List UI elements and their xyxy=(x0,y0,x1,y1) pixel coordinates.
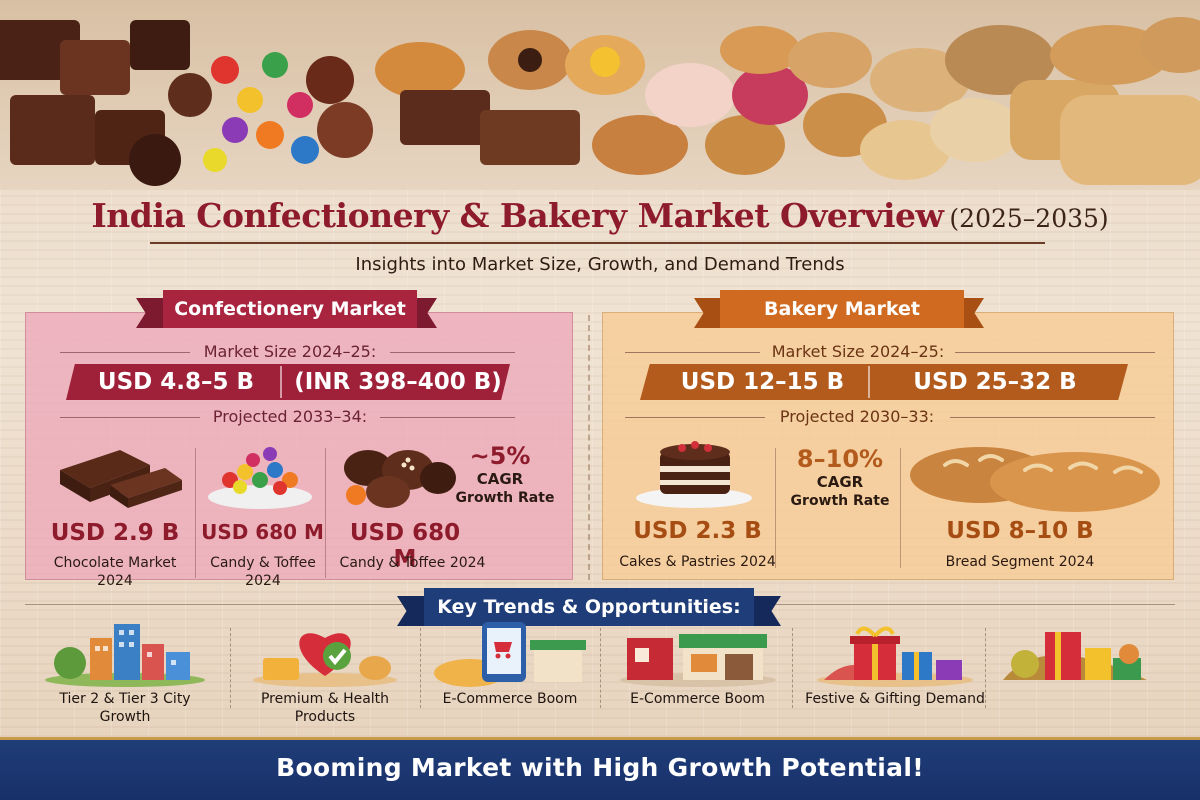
confectionery-panel xyxy=(25,312,573,580)
candy-bowl-icon xyxy=(208,447,312,509)
panel-divider xyxy=(588,315,590,580)
rule-line xyxy=(390,352,515,353)
rule-line xyxy=(950,417,1155,418)
candy-toffee-caption: Candy & Toffee 2024 xyxy=(198,554,328,590)
trend-separator xyxy=(420,628,421,708)
candy-toffee-2024-caption: Candy & Toffee 2024 xyxy=(330,554,495,572)
trend-separator xyxy=(792,628,793,708)
candies-icon xyxy=(203,52,373,172)
trend-separator xyxy=(600,628,601,708)
trend-label: Tier 2 & Tier 3 City Growth xyxy=(25,690,225,726)
trend-label-line: Festive & Gifting Demand xyxy=(805,691,985,707)
bar-split xyxy=(868,366,870,398)
page-subtitle: Insights into Market Size, Growth, and D… xyxy=(355,254,845,275)
confectionery-ribbon: Confectionery Market xyxy=(163,290,417,328)
candy-toffee-value: USD 680 M xyxy=(201,520,324,544)
trend-item: Festive & Gifting Demand xyxy=(795,618,995,733)
trend-separator xyxy=(230,628,231,708)
chocolate-market-value: USD 2.9 B xyxy=(50,520,180,546)
trend-item: E-Commerce Boom xyxy=(425,618,595,733)
segment-separator xyxy=(325,448,326,578)
footer-banner xyxy=(0,737,1200,800)
trend-label-line: Premium & Health xyxy=(260,691,390,707)
ecommerce-tablet-icon xyxy=(434,622,586,687)
bake-cagr-value: 8–10% xyxy=(796,445,884,473)
trend-label: E-Commerce Boom xyxy=(605,690,790,708)
food-banner-image xyxy=(0,0,1200,190)
trend-label: Premium & Health Products xyxy=(235,690,415,726)
trend-label-line: Products xyxy=(294,709,356,725)
pastries-icon xyxy=(375,26,887,175)
conf-market-size-bar: USD 4.8–5 B (INR 398–400 B) xyxy=(66,364,510,400)
trend-label-line: Growth xyxy=(99,709,151,725)
cakes-pastries-caption: Cakes & Pastries 2024 xyxy=(619,554,776,570)
trends-ribbon: Key Trends & Opportunities: xyxy=(424,588,754,626)
footer-tagline: Booming Market with High Growth Potentia… xyxy=(276,753,924,782)
truffles-icon xyxy=(344,450,456,508)
title-divider xyxy=(150,242,1045,244)
bread-segment-caption: Bread Segment 2024 xyxy=(945,554,1095,570)
conf-size-label: Market Size 2024–25: xyxy=(203,342,377,361)
storefront-icon xyxy=(619,634,776,687)
trend-item: Tier 2 & Tier 3 City Growth xyxy=(25,618,225,733)
sweets-and-breads-illustration xyxy=(0,17,1200,186)
segment-separator xyxy=(775,448,776,568)
bread-segment-value: USD 8–10 B xyxy=(946,518,1094,544)
conf-cagr-value: ~5% xyxy=(469,442,531,470)
gift-boxes-icon xyxy=(817,626,973,687)
caption-line: Candy & Toffee xyxy=(210,555,316,571)
rule-line xyxy=(625,352,760,353)
trend-label-line: Tier 2 & Tier 3 City xyxy=(59,691,191,707)
trend-label-line: E-Commerce Boom xyxy=(630,691,765,707)
rule-line xyxy=(625,417,765,418)
caption-line: Chocolate Market xyxy=(53,555,177,571)
conf-cagr-label: CAGR xyxy=(476,470,524,488)
bake-market-size-bar: USD 12–15 B USD 25–32 B xyxy=(640,364,1128,400)
bake-cagr-sublabel: Growth Rate xyxy=(790,493,890,509)
gift-hamper-icon xyxy=(1003,632,1147,680)
trend-item xyxy=(985,618,1165,733)
rule-line xyxy=(60,352,190,353)
bread-loaves-icon xyxy=(910,447,1160,512)
caption-line: 2024 xyxy=(245,573,281,589)
bake-cagr-label: CAGR xyxy=(816,473,864,491)
trend-item: E-Commerce Boom xyxy=(605,618,790,733)
segment-separator xyxy=(900,448,901,568)
trend-label-line: E-Commerce Boom xyxy=(442,691,578,707)
caption-line: Candy & Toffee 2024 xyxy=(339,555,486,571)
conf-cagr-sublabel: Growth Rate xyxy=(455,490,555,506)
trend-separator xyxy=(985,628,986,708)
breads-icon xyxy=(860,17,1200,185)
page-title: India Confectionery & Bakery Market Over… xyxy=(91,196,944,235)
trend-item: Premium & Health Products xyxy=(235,618,415,733)
candy-toffee-2024-value: USD 680 M xyxy=(349,520,461,572)
chocolate-market-caption: Chocolate Market 2024 xyxy=(40,554,190,590)
rule-line xyxy=(380,417,515,418)
title-block: India Confectionery & Bakery Market Over… xyxy=(0,196,1200,235)
trend-label: E-Commerce Boom xyxy=(425,690,595,708)
bake-size-label: Market Size 2024–25: xyxy=(771,342,945,361)
caption-line: 2024 xyxy=(97,573,133,589)
bar-split xyxy=(280,366,282,398)
cake-icon xyxy=(636,441,752,508)
bake-projected-label: Projected 2030–33: xyxy=(779,407,935,426)
trend-label: Festive & Gifting Demand xyxy=(795,690,995,708)
chocolate-pieces-icon xyxy=(0,20,212,186)
rule-line xyxy=(60,417,200,418)
bake-size-left: USD 12–15 B xyxy=(680,369,845,395)
bake-size-right: USD 25–32 B xyxy=(913,369,1077,395)
conf-size-usd: USD 4.8–5 B xyxy=(97,369,255,395)
conf-projected-label: Projected 2033–34: xyxy=(212,407,368,426)
heart-health-icon xyxy=(253,633,397,687)
city-buildings-icon xyxy=(45,624,205,687)
title-years: (2025–2035) xyxy=(949,204,1109,233)
rule-line xyxy=(955,352,1155,353)
bakery-ribbon: Bakery Market xyxy=(720,290,964,328)
cakes-pastries-value: USD 2.3 B xyxy=(633,518,762,544)
conf-size-inr: (INR 398–400 B) xyxy=(294,369,502,395)
segment-separator xyxy=(195,448,196,578)
chocolate-bar-icon xyxy=(60,450,182,508)
